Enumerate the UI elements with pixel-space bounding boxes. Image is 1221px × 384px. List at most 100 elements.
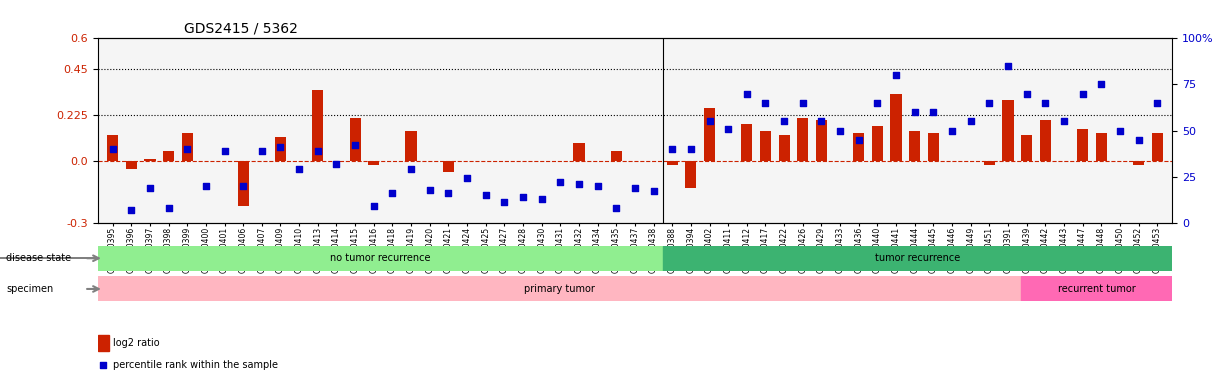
Point <box>103 146 122 152</box>
Bar <box>1021 276 1172 301</box>
Bar <box>107 135 118 161</box>
Point <box>382 190 402 196</box>
Point <box>197 183 216 189</box>
Point <box>607 205 626 211</box>
Bar <box>405 131 416 161</box>
Bar <box>705 108 716 161</box>
Bar <box>98 335 109 351</box>
Point <box>794 100 813 106</box>
Bar <box>872 126 883 161</box>
Point <box>420 187 440 193</box>
Bar <box>574 143 585 161</box>
Point <box>849 137 868 143</box>
Point <box>979 100 999 106</box>
Bar <box>984 161 995 166</box>
Text: percentile rank within the sample: percentile rank within the sample <box>114 360 278 370</box>
Point <box>443 245 463 252</box>
Point <box>999 63 1018 69</box>
Point <box>625 185 645 191</box>
Point <box>961 118 980 124</box>
Bar <box>1021 135 1032 161</box>
Point <box>587 183 607 189</box>
Point <box>532 196 552 202</box>
Bar <box>98 246 663 271</box>
Bar <box>182 132 193 161</box>
Bar <box>685 161 696 188</box>
Bar <box>816 120 827 161</box>
Bar <box>741 124 752 161</box>
Bar <box>369 161 380 166</box>
Text: log2 ratio: log2 ratio <box>114 338 160 348</box>
Point <box>774 118 794 124</box>
Point <box>1092 81 1111 88</box>
Text: primary tumor: primary tumor <box>524 284 595 294</box>
Point <box>327 161 347 167</box>
Point <box>1054 118 1073 124</box>
Bar <box>759 131 772 161</box>
Point <box>215 148 234 154</box>
Bar <box>162 151 175 161</box>
Point <box>346 142 365 148</box>
Point <box>681 146 701 152</box>
Point <box>905 109 924 115</box>
Text: no tumor recurrence: no tumor recurrence <box>330 253 431 263</box>
Point <box>1035 100 1055 106</box>
Bar <box>144 159 155 161</box>
Point <box>886 72 906 78</box>
Point <box>271 144 291 150</box>
Bar <box>663 246 1172 271</box>
Bar <box>1002 100 1013 161</box>
Point <box>1017 91 1037 97</box>
Bar <box>443 161 454 172</box>
Bar <box>98 276 1021 301</box>
Point <box>476 192 496 198</box>
Bar <box>126 161 137 169</box>
Bar <box>853 132 864 161</box>
Point <box>140 185 160 191</box>
Bar <box>349 118 360 161</box>
Bar <box>1133 161 1144 166</box>
Point <box>1148 100 1167 106</box>
Bar <box>1151 132 1162 161</box>
Point <box>1110 127 1129 134</box>
Point <box>289 166 309 172</box>
Text: GDS2415 / 5362: GDS2415 / 5362 <box>183 22 298 36</box>
Text: recurrent tumor: recurrent tumor <box>1057 284 1136 294</box>
Point <box>923 109 943 115</box>
Point <box>737 91 757 97</box>
Bar <box>667 161 678 166</box>
Bar <box>928 132 939 161</box>
Point <box>438 190 458 196</box>
Bar <box>313 89 324 161</box>
Bar <box>797 118 808 161</box>
Bar <box>610 151 621 161</box>
Bar <box>1095 132 1107 161</box>
Point <box>457 175 476 182</box>
Bar <box>1077 129 1088 161</box>
Bar <box>779 135 790 161</box>
Point <box>643 188 663 194</box>
Point <box>868 100 888 106</box>
Bar <box>910 131 921 161</box>
Point <box>495 199 514 205</box>
Text: tumor recurrence: tumor recurrence <box>875 253 960 263</box>
Point <box>308 148 327 154</box>
Point <box>718 126 737 132</box>
Bar <box>1040 120 1051 161</box>
Bar <box>238 161 249 206</box>
Bar <box>890 94 901 161</box>
Point <box>252 148 271 154</box>
Point <box>812 118 832 124</box>
Point <box>569 181 589 187</box>
Point <box>551 179 570 185</box>
Point <box>364 203 383 209</box>
Bar <box>275 137 286 161</box>
Point <box>513 194 532 200</box>
Point <box>943 127 962 134</box>
Point <box>402 166 421 172</box>
Text: specimen: specimen <box>6 284 54 294</box>
Point <box>1128 137 1148 143</box>
Point <box>159 205 178 211</box>
Point <box>756 100 775 106</box>
Point <box>177 146 197 152</box>
